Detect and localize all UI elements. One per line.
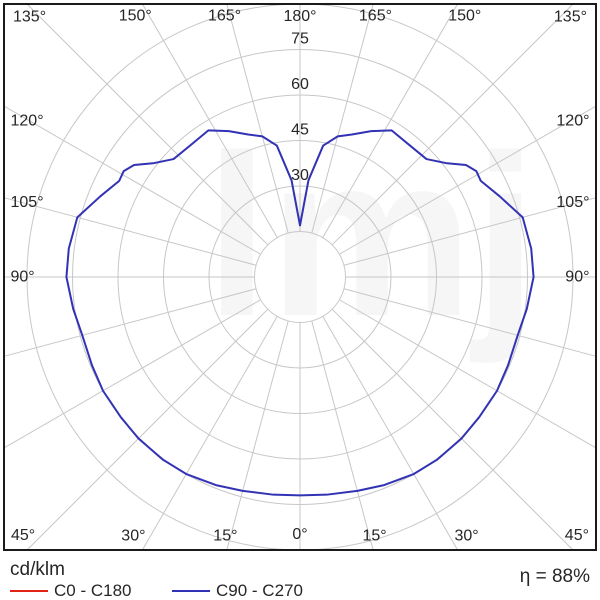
svg-text:0°: 0° [292,526,307,543]
svg-text:η = 88%: η = 88% [520,566,590,587]
svg-text:45°: 45° [11,527,35,544]
svg-text:150°: 150° [448,8,481,25]
svg-text:90°: 90° [565,269,589,286]
svg-text:120°: 120° [11,113,44,130]
svg-text:135°: 135° [13,9,46,26]
svg-text:165°: 165° [359,8,392,25]
svg-text:105°: 105° [11,194,44,211]
svg-text:30°: 30° [454,527,478,544]
svg-text:60: 60 [291,76,309,93]
svg-text:120°: 120° [556,113,589,130]
svg-text:15°: 15° [362,527,386,544]
svg-text:C90 - C270: C90 - C270 [216,581,303,600]
svg-text:45: 45 [291,122,309,139]
svg-text:75: 75 [291,31,309,48]
svg-text:cd/klm: cd/klm [10,559,65,580]
svg-text:C0 - C180: C0 - C180 [54,581,131,600]
svg-text:165°: 165° [208,8,241,25]
svg-text:30: 30 [291,167,309,184]
svg-text:30°: 30° [121,527,145,544]
svg-text:150°: 150° [119,8,152,25]
svg-text:135°: 135° [554,9,587,26]
svg-text:105°: 105° [556,194,589,211]
svg-text:180°: 180° [283,8,316,25]
svg-text:90°: 90° [11,269,35,286]
svg-text:15°: 15° [213,527,237,544]
svg-text:45°: 45° [565,527,589,544]
